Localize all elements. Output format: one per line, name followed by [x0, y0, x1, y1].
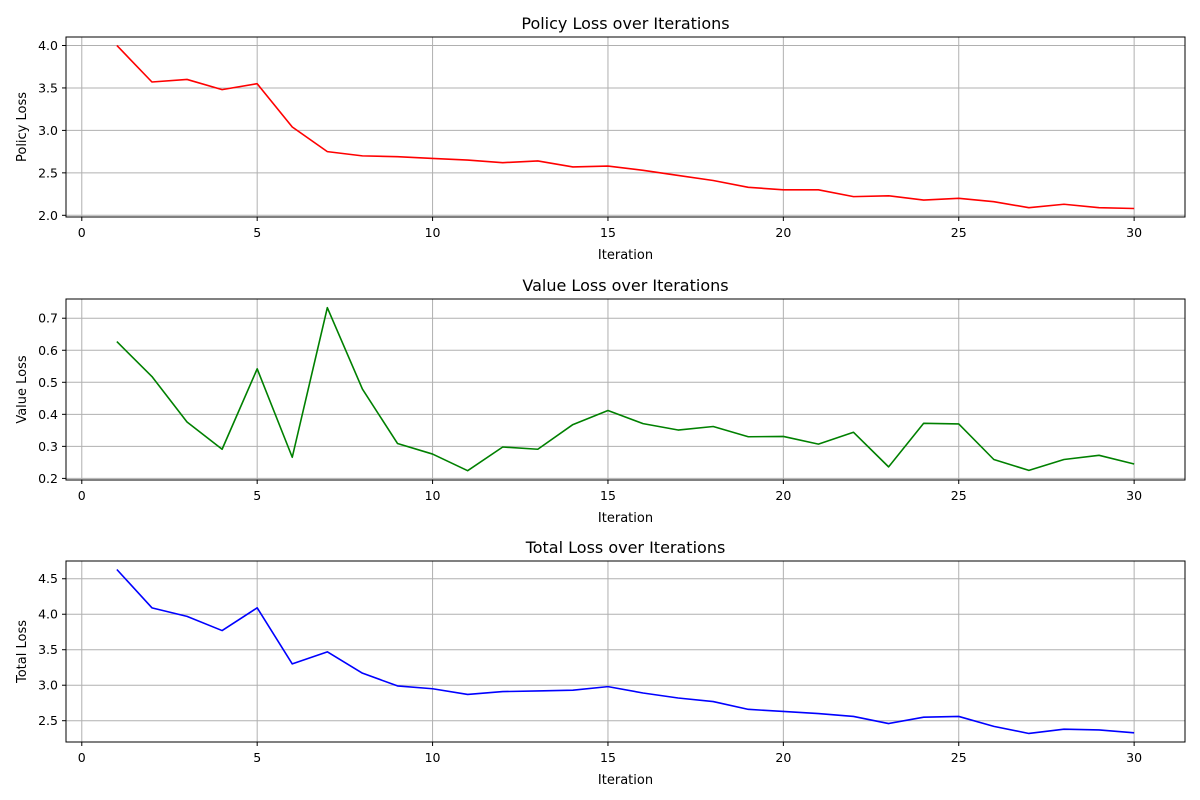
policy-loss-y-tick-label: 3.0 [38, 123, 58, 138]
policy-loss-series-line [116, 44, 1135, 210]
value-loss-x-tick-label: 15 [600, 488, 616, 503]
total-loss-x-tick-label: 5 [253, 750, 261, 765]
policy-loss-x-tick-label: 30 [1126, 225, 1142, 240]
policy-loss-plot-frame [65, 36, 1186, 218]
total-loss-y-axis-label: Total Loss [15, 620, 30, 684]
value-loss-y-tick-label: 0.4 [38, 407, 58, 422]
total-loss-plot-frame [65, 560, 1186, 743]
total-loss-y-tick-label: 2.5 [38, 713, 58, 728]
policy-loss-x-tick-label: 0 [78, 225, 86, 240]
value-loss-x-tick-label: 5 [253, 488, 261, 503]
policy-loss-x-tick-label: 5 [253, 225, 261, 240]
total-loss-y-tick-label: 4.0 [38, 607, 58, 622]
policy-loss-x-tick-label: 10 [425, 225, 441, 240]
policy-loss-y-tick-label: 3.5 [38, 80, 58, 95]
value-loss-series-line [116, 306, 1135, 472]
total-loss-chart: 0 5 10 15 20 25 30 2.5 3.0 3.5 4.0 4.5 Total Loss ov… [15, 538, 1186, 788]
total-loss-x-axis-label: Iteration [598, 773, 653, 788]
total-loss-chart-title: Total Loss over Iterations [525, 538, 726, 557]
total-loss-y-tick-label: 4.5 [38, 571, 58, 586]
value-loss-y-tick-label: 0.3 [38, 439, 58, 454]
total-loss-y-tick-label: 3.0 [38, 678, 58, 693]
policy-loss-y-axis-label: Policy Loss [15, 92, 30, 162]
total-loss-x-tick-label: 10 [425, 750, 441, 765]
policy-loss-chart-title: Policy Loss over Iterations [521, 14, 729, 33]
total-loss-x-tick-label: 0 [78, 750, 86, 765]
value-loss-x-tick-label: 25 [951, 488, 967, 503]
value-loss-x-tick-label: 30 [1126, 488, 1142, 503]
value-loss-x-tick-label: 10 [425, 488, 441, 503]
value-loss-y-axis-label: Value Loss [15, 355, 30, 424]
value-loss-x-tick-label: 0 [78, 488, 86, 503]
value-loss-plot-frame [65, 298, 1186, 481]
policy-loss-y-tick-label: 4.0 [38, 38, 58, 53]
value-loss-y-tick-label: 0.5 [38, 375, 58, 390]
value-loss-x-axis-label: Iteration [598, 511, 653, 526]
value-loss-y-tick-label: 0.6 [38, 343, 58, 358]
policy-loss-x-tick-label: 25 [951, 225, 967, 240]
value-loss-x-tick-label: 20 [775, 488, 791, 503]
policy-loss-x-axis-label: Iteration [598, 248, 653, 263]
policy-loss-y-tick-label: 2.0 [38, 208, 58, 223]
policy-loss-x-tick-label: 20 [775, 225, 791, 240]
total-loss-x-tick-label: 30 [1126, 750, 1142, 765]
total-loss-y-tick-label: 3.5 [38, 642, 58, 657]
value-loss-chart-title: Value Loss over Iterations [522, 276, 728, 295]
policy-loss-y-tick-label: 2.5 [38, 165, 58, 180]
total-loss-x-tick-label: 25 [951, 750, 967, 765]
policy-loss-x-tick-label: 15 [600, 225, 616, 240]
value-loss-chart: 0 5 10 15 20 25 30 0.2 0.3 0.4 0.5 0.6 0.7 Value Loss… [15, 276, 1186, 526]
policy-loss-chart: 0 5 10 15 20 25 30 2.0 2.5 3.0 3.5 4.0 Policy Loss o… [15, 14, 1186, 263]
total-loss-series-line [116, 568, 1135, 735]
total-loss-x-tick-label: 15 [600, 750, 616, 765]
total-loss-x-tick-label: 20 [775, 750, 791, 765]
value-loss-y-tick-label: 0.2 [38, 471, 58, 486]
value-loss-y-tick-label: 0.7 [38, 311, 58, 326]
